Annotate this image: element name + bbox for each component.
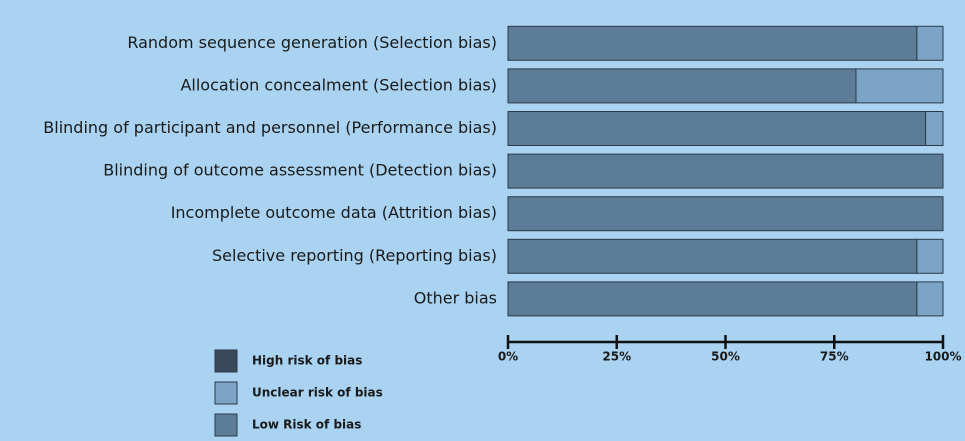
category-label: Blinding of outcome assessment (Detectio… xyxy=(103,161,497,180)
x-tick-label: 75% xyxy=(820,350,849,364)
category-label: Random sequence generation (Selection bi… xyxy=(127,33,497,52)
bar-segment xyxy=(507,238,918,274)
category-label: Blinding of participant and personnel (P… xyxy=(43,118,497,137)
legend-label: Unclear risk of bias xyxy=(252,386,383,400)
x-tick-label: 50% xyxy=(711,350,740,364)
legend-label: Low Risk of bias xyxy=(252,418,361,432)
x-tick-label: 100% xyxy=(924,350,961,364)
category-label: Allocation concealment (Selection bias) xyxy=(180,75,497,94)
bar-segment xyxy=(507,68,857,104)
bar-segment xyxy=(925,111,944,146)
x-tick-label: 0% xyxy=(498,350,518,364)
category-label: Other bias xyxy=(414,288,497,307)
bar-segment xyxy=(916,238,944,274)
bar-segment xyxy=(507,25,918,61)
bar-segment xyxy=(507,196,944,232)
bar-segment xyxy=(507,111,927,146)
category-label: Selective reporting (Reporting bias) xyxy=(212,246,497,265)
legend-swatch xyxy=(214,413,238,437)
legend-label: High risk of bias xyxy=(252,354,362,368)
legend-swatch xyxy=(214,349,238,373)
bar-segment xyxy=(916,25,944,61)
x-tick-label: 25% xyxy=(602,350,631,364)
bar-segment xyxy=(507,281,918,317)
category-label: Incomplete outcome data (Attrition bias) xyxy=(171,203,497,222)
legend-swatch xyxy=(214,381,238,405)
bar-segment xyxy=(855,68,944,104)
bar-segment xyxy=(507,153,944,189)
bar-segment xyxy=(916,281,944,317)
